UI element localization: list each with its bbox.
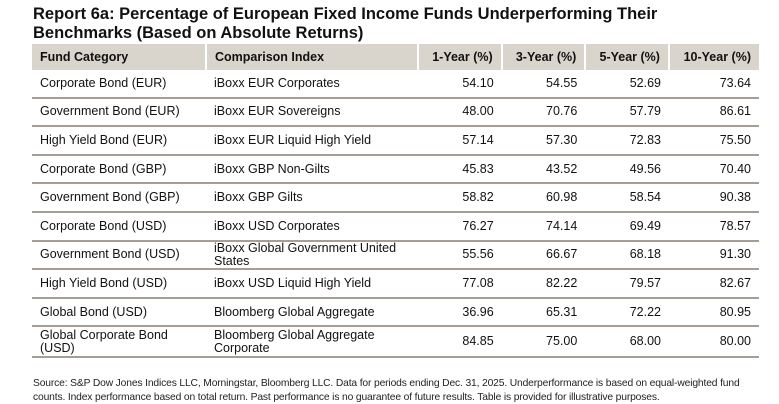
table-row: Government Bond (GBP) iBoxx GBP Gilts 58.8… xyxy=(32,183,759,213)
table-row: High Yield Bond (EUR) iBoxx EUR Liquid Hi… xyxy=(32,126,759,156)
cell-3-year: 43.52 xyxy=(501,154,586,185)
cell-5-year: 52.69 xyxy=(585,70,669,99)
header-fund-category: Fund Category xyxy=(32,44,207,70)
cell-comparison-index: iBoxx EUR Corporates xyxy=(206,70,418,99)
cell-comparison-index: iBoxx GBP Non-Gilts xyxy=(206,154,418,185)
cell-1-year: 45.83 xyxy=(418,154,502,185)
cell-comparison-index: iBoxx Global Government United States xyxy=(206,240,418,271)
cell-10-year: 82.67 xyxy=(668,269,759,299)
cell-comparison-index: iBoxx USD Corporates xyxy=(206,211,418,242)
cell-fund-category: Global Bond (USD) xyxy=(32,297,206,328)
cell-fund-category: Corporate Bond (USD) xyxy=(32,211,206,242)
cell-3-year: 57.30 xyxy=(501,126,586,156)
cell-10-year: 90.38 xyxy=(668,183,759,213)
source-footnote: Source: S&P Dow Jones Indices LLC, Morni… xyxy=(33,378,740,403)
cell-1-year: 57.14 xyxy=(418,126,502,156)
table-row: High Yield Bond (USD) iBoxx USD Liquid Hi… xyxy=(32,269,759,299)
cell-1-year: 55.56 xyxy=(418,240,502,271)
cell-5-year: 79.57 xyxy=(585,269,669,299)
cell-10-year: 75.50 xyxy=(668,126,759,156)
cell-10-year: 70.40 xyxy=(668,154,759,185)
cell-5-year: 58.54 xyxy=(585,183,669,213)
cell-5-year: 49.56 xyxy=(585,154,669,185)
cell-fund-category: Corporate Bond (GBP) xyxy=(32,154,206,185)
header-3-year: 3-Year (%) xyxy=(501,44,587,70)
cell-10-year: 80.95 xyxy=(668,297,759,328)
table-row: Government Bond (USD) iBoxx Global Govern… xyxy=(32,240,759,271)
underperformance-table: Fund Category Comparison Index 1-Year (%… xyxy=(32,44,759,359)
cell-10-year: 78.57 xyxy=(668,211,759,242)
cell-3-year: 74.14 xyxy=(501,211,586,242)
cell-5-year: 57.79 xyxy=(585,97,669,128)
table-row: Corporate Bond (USD) iBoxx USD Corporates… xyxy=(32,211,759,242)
cell-3-year: 82.22 xyxy=(501,269,586,299)
cell-1-year: 84.85 xyxy=(418,326,502,359)
cell-5-year: 68.00 xyxy=(585,326,669,359)
cell-comparison-index: iBoxx EUR Liquid High Yield xyxy=(206,126,418,156)
cell-fund-category: Corporate Bond (EUR) xyxy=(32,70,206,99)
cell-5-year: 69.49 xyxy=(585,211,669,242)
cell-10-year: 80.00 xyxy=(668,326,759,359)
header-comparison-index: Comparison Index xyxy=(206,44,419,70)
table-row: Global Corporate Bond (USD) Bloomberg Glo… xyxy=(32,326,759,359)
cell-1-year: 54.10 xyxy=(418,70,502,99)
cell-3-year: 54.55 xyxy=(501,70,586,99)
header-5-year: 5-Year (%) xyxy=(585,44,670,70)
cell-fund-category: Government Bond (EUR) xyxy=(32,97,206,128)
table-row: Corporate Bond (GBP) iBoxx GBP Non-Gilts 4… xyxy=(32,154,759,185)
table-header-row: Fund Category Comparison Index 1-Year (%… xyxy=(32,44,759,70)
cell-10-year: 91.30 xyxy=(668,240,759,271)
cell-fund-category: Government Bond (GBP) xyxy=(32,183,206,213)
cell-comparison-index: Bloomberg Global Aggregate Corporate xyxy=(206,326,418,359)
table-row: Global Bond (USD) Bloomberg Global Aggreg… xyxy=(32,297,759,328)
cell-fund-category: High Yield Bond (USD) xyxy=(32,269,206,299)
report-title: Report 6a: Percentage of European Fixed … xyxy=(33,5,658,42)
cell-3-year: 65.31 xyxy=(501,297,586,328)
cell-10-year: 86.61 xyxy=(668,97,759,128)
cell-comparison-index: iBoxx EUR Sovereigns xyxy=(206,97,418,128)
header-1-year: 1-Year (%) xyxy=(418,44,503,70)
cell-1-year: 77.08 xyxy=(418,269,502,299)
cell-comparison-index: Bloomberg Global Aggregate xyxy=(206,297,418,328)
cell-1-year: 58.82 xyxy=(418,183,502,213)
cell-fund-category: Government Bond (USD) xyxy=(32,240,206,271)
cell-3-year: 70.76 xyxy=(501,97,586,128)
cell-5-year: 68.18 xyxy=(585,240,669,271)
cell-3-year: 66.67 xyxy=(501,240,586,271)
table-row: Government Bond (EUR) iBoxx EUR Sovereign… xyxy=(32,97,759,128)
header-10-year: 10-Year (%) xyxy=(668,44,759,70)
cell-comparison-index: iBoxx USD Liquid High Yield xyxy=(206,269,418,299)
cell-fund-category: Global Corporate Bond (USD) xyxy=(32,326,206,359)
cell-1-year: 48.00 xyxy=(418,97,502,128)
cell-comparison-index: iBoxx GBP Gilts xyxy=(206,183,418,213)
cell-10-year: 73.64 xyxy=(668,70,759,99)
table-row: Corporate Bond (EUR) iBoxx EUR Corporates… xyxy=(32,70,759,99)
cell-3-year: 60.98 xyxy=(501,183,586,213)
cell-1-year: 36.96 xyxy=(418,297,502,328)
cell-fund-category: High Yield Bond (EUR) xyxy=(32,126,206,156)
cell-1-year: 76.27 xyxy=(418,211,502,242)
cell-5-year: 72.83 xyxy=(585,126,669,156)
cell-3-year: 75.00 xyxy=(501,326,586,359)
cell-5-year: 72.22 xyxy=(585,297,669,328)
